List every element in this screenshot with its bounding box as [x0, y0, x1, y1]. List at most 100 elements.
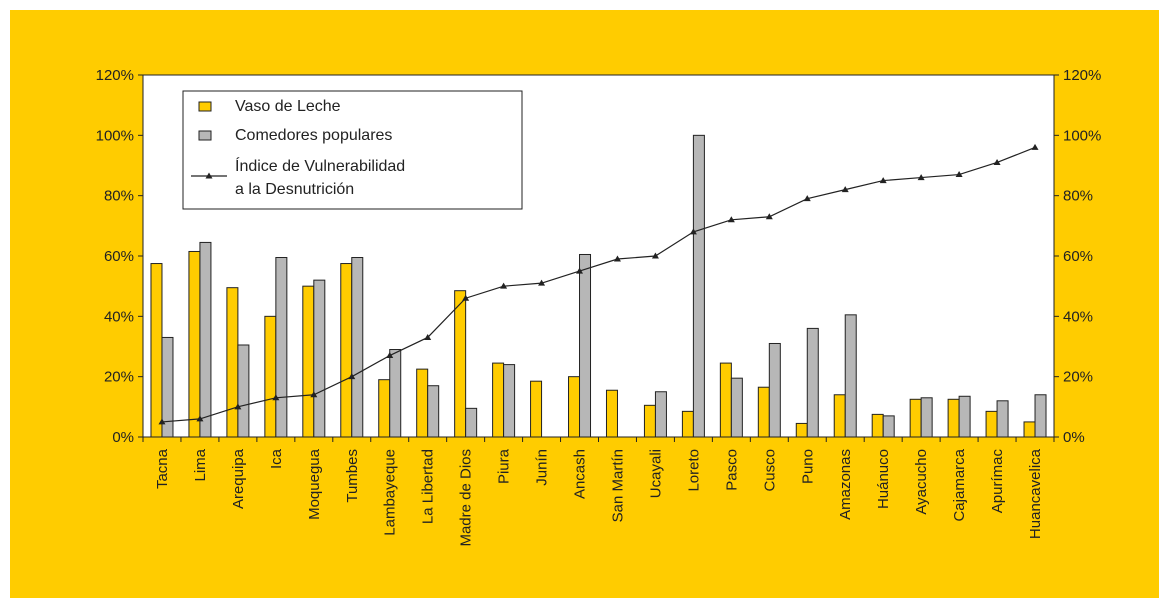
legend-label-comedores-populares: Comedores populares: [235, 127, 392, 144]
y-tick-label-right: 80%: [1063, 188, 1093, 205]
bar-comedores-populares-arequipa: [237, 344, 250, 438]
y-tick-label-right: 0%: [1063, 429, 1085, 446]
line-point-ucayali: [651, 252, 659, 259]
x-tick-label-ayacucho: Ayacucho: [913, 449, 930, 515]
x-tick-label-san-martin: San Martín: [609, 449, 626, 522]
bar-comedores-populares-huanuco: [882, 415, 895, 438]
bar-comedores-populares-lima: [199, 241, 212, 438]
x-tick-label-junin: Junín: [534, 449, 551, 486]
bar-comedores-populares-la-libertad: [427, 385, 440, 438]
bar-vaso-de-leche-huancavelica: [1023, 421, 1036, 438]
y-tick-label-left: 60%: [104, 248, 134, 265]
chart: 0% 20% 40% 60% 80% 100% 120% 0% 20% 40% 60% 80% 100%…: [96, 67, 1102, 547]
line-point-puno: [803, 195, 811, 202]
legend-box: [182, 90, 523, 210]
y-tick-label-right: 120%: [1063, 67, 1101, 84]
axes-layer: 0% 20% 40% 60% 80% 100% 120% 0% 20% 40% 60% 80% 100%…: [96, 67, 1102, 547]
line-point-tumbes: [348, 373, 356, 380]
y-tick-label-left: 20%: [104, 369, 134, 386]
y-tick-label-right: 100%: [1063, 127, 1101, 144]
bar-vaso-de-leche-tacna: [150, 263, 163, 438]
x-tick-label-arequipa: Arequipa: [230, 448, 247, 509]
bar-comedores-populares-amazonas: [844, 314, 857, 438]
bar-comedores-populares-ayacucho: [920, 397, 933, 438]
line-point-la-libertad: [424, 333, 432, 340]
bar-vaso-de-leche-amazonas: [833, 394, 846, 438]
bar-comedores-populares-puno: [806, 327, 819, 438]
line-point-cusco: [765, 213, 773, 220]
bar-comedores-populares-tacna: [161, 336, 174, 438]
line-point-ayacucho: [917, 174, 925, 181]
bar-comedores-populares-cusco: [768, 342, 781, 438]
bar-comedores-populares-loreto: [692, 134, 705, 438]
bar-vaso-de-leche-cusco: [757, 386, 770, 438]
line-point-loreto: [689, 228, 697, 235]
bar-comedores-populares-ucayali: [654, 391, 667, 438]
line-point-huanuco: [879, 177, 887, 184]
line-point-huancavelica: [1031, 143, 1039, 150]
bar-vaso-de-leche-loreto: [681, 410, 694, 438]
bar-vaso-de-leche-ayacucho: [909, 398, 922, 438]
bar-comedores-populares-ica: [275, 257, 288, 438]
bar-vaso-de-leche-la-libertad: [416, 368, 429, 438]
line-point-apurimac: [993, 158, 1001, 165]
y-tick-label-right: 60%: [1063, 248, 1093, 265]
line-point-arequipa: [234, 403, 242, 410]
x-tick-label-amazonas: Amazonas: [837, 449, 854, 520]
line-point-piura: [500, 282, 508, 289]
line-layer: [158, 143, 1039, 425]
bar-vaso-de-leche-junin: [530, 380, 543, 438]
line-point-cajamarca: [955, 171, 963, 178]
chart-frame: 0% 20% 40% 60% 80% 100% 120% 0% 20% 40% 60% 80% 100%…: [10, 10, 1159, 598]
bar-comedores-populares-madre-de-dios: [465, 407, 478, 438]
y-tick-label-left: 100%: [96, 127, 134, 144]
bar-vaso-de-leche-arequipa: [226, 287, 239, 438]
bar-vaso-de-leche-ancash: [568, 376, 581, 438]
bar-vaso-de-leche-ucayali: [643, 404, 656, 438]
x-tick-label-ucayali: Ucayali: [647, 449, 664, 498]
line-point-san-martin: [613, 255, 621, 262]
legend-marker-indice: [205, 172, 213, 179]
x-tick-label-cusco: Cusco: [761, 449, 778, 492]
x-tick-label-apurimac: Apurímac: [989, 449, 1006, 514]
bar-vaso-de-leche-lambayeque: [378, 379, 391, 438]
bar-comedores-populares-ancash: [579, 253, 592, 438]
bar-vaso-de-leche-lima: [188, 250, 201, 438]
line-point-tacna: [158, 418, 166, 425]
line-point-madre-de-dios: [462, 294, 470, 301]
bars-layer: [150, 134, 1047, 438]
line-point-ica: [272, 394, 280, 401]
bar-vaso-de-leche-apurimac: [985, 410, 998, 438]
y-tick-label-right: 40%: [1063, 308, 1093, 325]
line-indice-vulnerabilidad: [161, 146, 1036, 423]
y-tick-label-right: 20%: [1063, 369, 1093, 386]
line-point-amazonas: [841, 186, 849, 193]
legend-label-indice-line-1: Índice de Vulnerabilidad: [235, 156, 405, 175]
line-point-lima: [196, 415, 204, 422]
line-point-junin: [538, 279, 546, 286]
bar-vaso-de-leche-tumbes: [340, 263, 353, 438]
x-tick-label-lima: Lima: [192, 448, 209, 481]
bar-comedores-populares-pasco: [730, 377, 743, 438]
line-point-pasco: [727, 216, 735, 223]
bar-vaso-de-leche-puno: [795, 422, 808, 438]
x-tick-label-la-libertad: La Libertad: [420, 449, 437, 524]
bar-vaso-de-leche-pasco: [719, 362, 732, 438]
bar-vaso-de-leche-piura: [492, 362, 505, 438]
x-tick-label-piura: Piura: [496, 448, 513, 484]
bar-vaso-de-leche-madre-de-dios: [454, 290, 467, 438]
legend-label-indice-line-2: a la Desnutrición: [235, 181, 354, 198]
y-tick-label-left: 40%: [104, 308, 134, 325]
legend-label-vaso-de-leche: Vaso de Leche: [235, 98, 341, 115]
x-tick-label-tumbes: Tumbes: [344, 449, 361, 503]
bar-vaso-de-leche-huanuco: [871, 413, 884, 438]
x-tick-label-loreto: Loreto: [685, 449, 702, 492]
x-tick-label-ica: Ica: [268, 448, 285, 469]
y-tick-label-left: 0%: [112, 429, 134, 446]
legend-swatch-comedores-populares: [198, 130, 212, 141]
bar-comedores-populares-tumbes: [351, 257, 364, 438]
line-point-lambayeque: [386, 352, 394, 359]
bar-vaso-de-leche-cajamarca: [947, 398, 960, 438]
bar-vaso-de-leche-ica: [264, 315, 277, 438]
line-point-moquegua: [310, 391, 318, 398]
